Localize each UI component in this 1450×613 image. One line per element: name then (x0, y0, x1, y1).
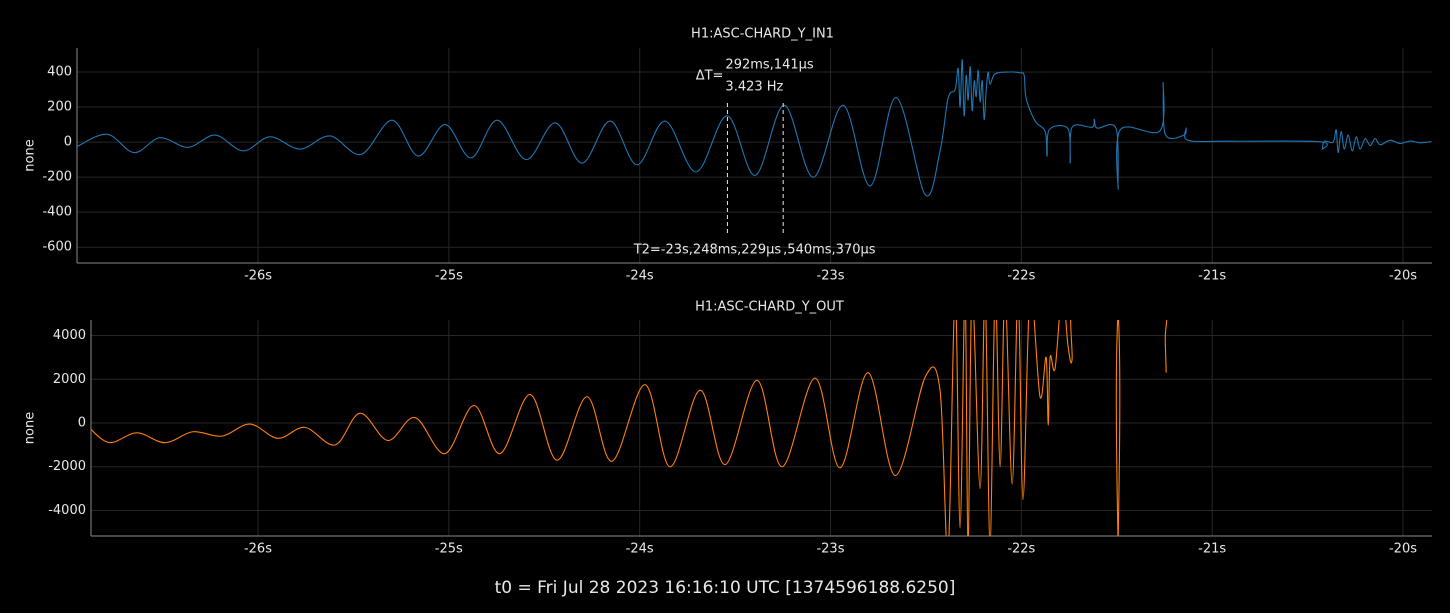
frequency-value: 3.423 Hz (725, 80, 783, 95)
x-tick-label: -25s (435, 269, 463, 284)
x-tick-label: -20s (1389, 542, 1417, 557)
y-tick-label: 0 (64, 135, 72, 150)
chart-title: H1:ASC-CHARD_Y_OUT (695, 300, 844, 315)
chart-title: H1:ASC-CHARD_Y_IN1 (691, 27, 834, 42)
x-tick-label: -26s (244, 269, 272, 284)
y-tick-label: 200 (47, 100, 72, 115)
y-axis-title: none (23, 412, 38, 444)
y-tick-label: -200 (42, 170, 72, 185)
x-tick-label: -22s (1007, 542, 1035, 557)
delta-prefix: ΔT= (696, 69, 724, 84)
x-tick-label: -21s (1198, 542, 1226, 557)
x-tick-label: -20s (1389, 269, 1417, 284)
y-tick-label: 0 (78, 416, 86, 431)
y-axis-title: none (23, 139, 38, 171)
x-tick-label: -22s (1007, 269, 1035, 284)
x-tick-label: -23s (817, 269, 845, 284)
data-line (91, 320, 1168, 536)
y-tick-label: 4000 (53, 328, 86, 343)
x-tick-label: -24s (626, 269, 654, 284)
y-tick-label: -400 (42, 205, 72, 220)
y-tick-label: 2000 (53, 372, 86, 387)
y-tick-label: -4000 (48, 503, 86, 518)
y-tick-label: -600 (42, 240, 72, 255)
x-tick-label: -24s (626, 542, 654, 557)
x-tick-label: -23s (816, 542, 844, 557)
y-tick-label: -2000 (48, 459, 86, 474)
x-tick-label: -26s (244, 542, 272, 557)
cursor-label: ,540ms,370µs (783, 243, 876, 258)
footer: t0 = Fri Jul 28 2023 16:16:10 UTC [13745… (495, 578, 956, 598)
data-line (77, 59, 1432, 197)
cursor-label: T2=-23s,248ms,229µs (633, 243, 782, 258)
x-tick-label: -25s (435, 542, 463, 557)
y-tick-label: 400 (47, 65, 72, 80)
delta-value: 292ms,141µs (725, 58, 813, 73)
x-tick-label: -21s (1198, 269, 1226, 284)
